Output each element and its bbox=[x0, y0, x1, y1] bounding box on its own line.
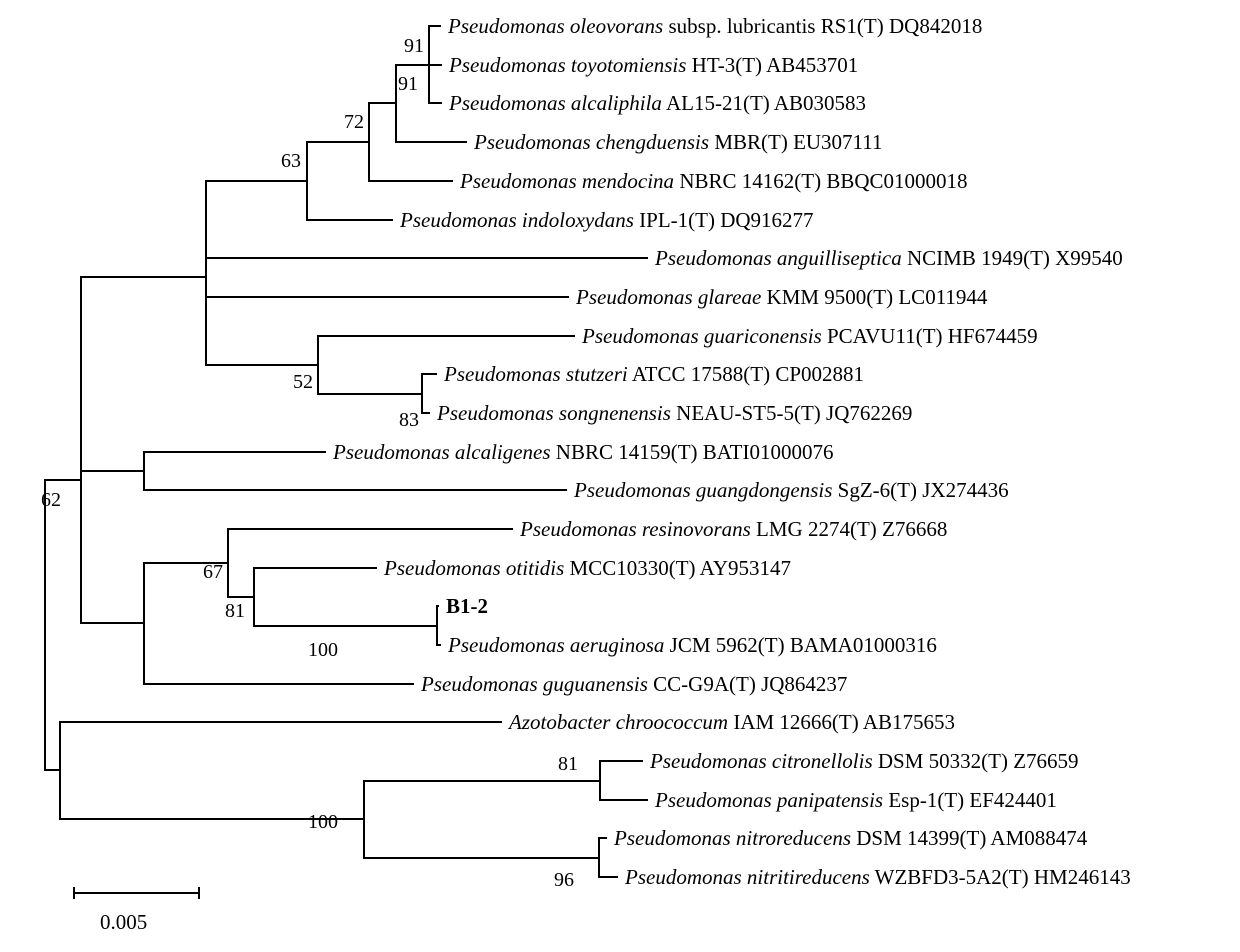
scale-bar-label: 0.005 bbox=[100, 910, 147, 935]
scale-bar-line bbox=[0, 0, 1240, 952]
phylogenetic-tree: Pseudomonas oleovorans subsp. lubricanti… bbox=[0, 0, 1240, 952]
